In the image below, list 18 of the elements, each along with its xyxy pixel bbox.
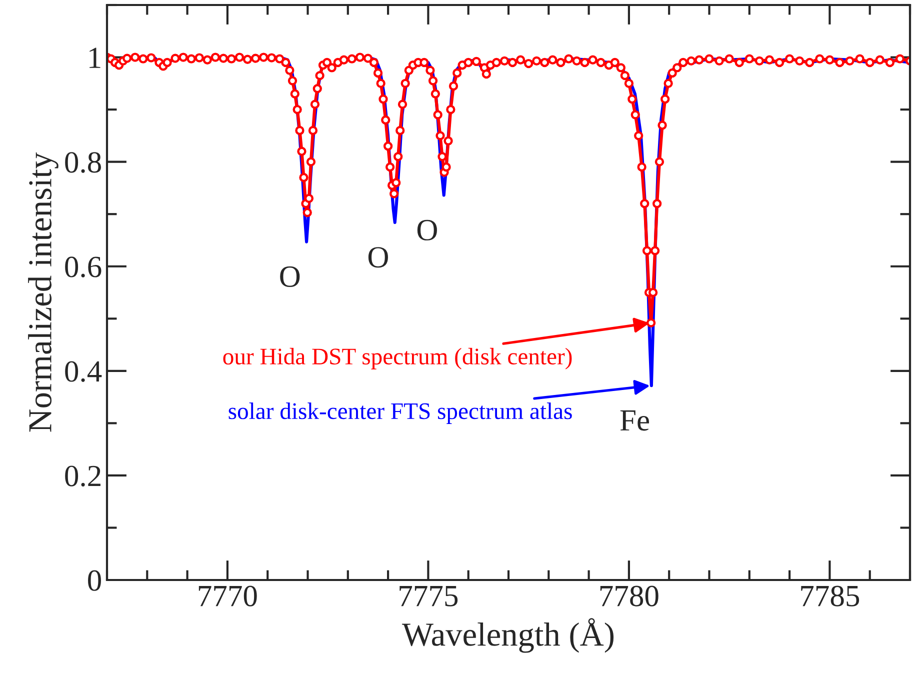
x-tick-label: 7770 [198, 586, 257, 606]
x-tick-label: 7785 [801, 586, 860, 606]
annotation: O [417, 220, 437, 240]
y-tick-label: 0.2 [65, 466, 100, 486]
text: our Hida DST spectrum (disk center) [223, 348, 572, 370]
y-tick-label: 0 [88, 570, 101, 591]
y-tick-label: 0.6 [65, 256, 102, 278]
y-tick-label: 0.8 [65, 152, 101, 173]
y-tick-label: 0.4 [65, 361, 102, 382]
x-axis-title: Wavelength (Å) [402, 618, 614, 653]
annotation: Fe [620, 410, 649, 431]
y-axis-title: Normalized intensity [28, 152, 58, 432]
annotation: O [280, 266, 300, 287]
annotation: O [368, 247, 388, 268]
legend-label: solar disk-center FTS spectrum atlas [228, 402, 572, 424]
y-tick-label: 1 [90, 48, 100, 68]
x-tick-label: 7775 [400, 586, 458, 606]
x-tick-label: 7780 [600, 586, 658, 606]
